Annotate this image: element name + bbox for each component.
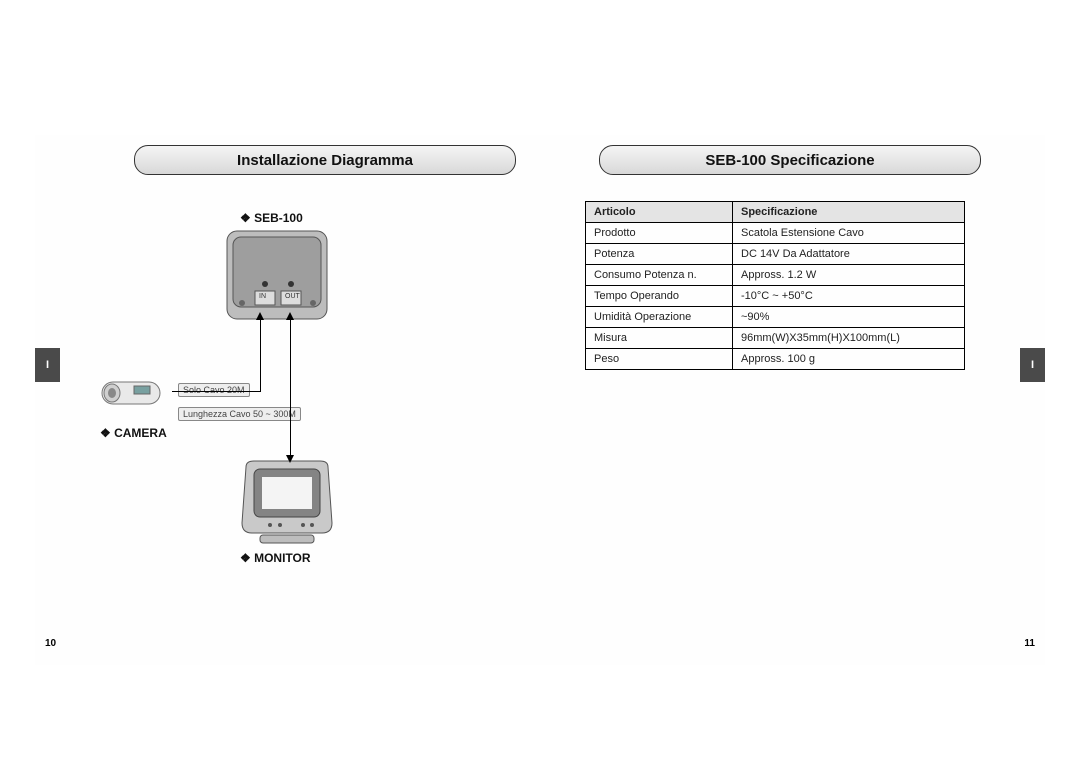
- left-page: Installazione Diagramma ❖ SEB-100 IN OUT: [110, 145, 540, 621]
- right-title-pill: SEB-100 Specificazione: [599, 145, 981, 175]
- cable-short-label: Solo Cavo 20M: [178, 383, 250, 397]
- header-articolo: Articolo: [586, 202, 733, 223]
- page-spread: I I Installazione Diagramma ❖ SEB-100 IN…: [35, 135, 1045, 665]
- seb100-device-icon: [225, 229, 335, 324]
- table-row: Consumo Potenza n.Appross. 1.2 W: [586, 265, 965, 286]
- monitor-icon: [240, 459, 340, 549]
- page-number-right: 11: [1024, 638, 1035, 649]
- label-seb100: ❖ SEB-100: [240, 211, 303, 225]
- table-header-row: Articolo Specificazione: [586, 202, 965, 223]
- page-number-left: 10: [45, 638, 56, 649]
- label-monitor: ❖ MONITOR: [240, 551, 311, 565]
- side-tab-right: I: [1020, 348, 1045, 382]
- table-row: Misura96mm(W)X35mm(H)X100mm(L): [586, 328, 965, 349]
- table-row: PotenzaDC 14V Da Adattatore: [586, 244, 965, 265]
- left-title-pill: Installazione Diagramma: [134, 145, 516, 175]
- side-tab-left: I: [35, 348, 60, 382]
- table-row: Umidità Operazione~90%: [586, 307, 965, 328]
- cable-long-label: Lunghezza Cavo 50 ~ 300M: [178, 407, 301, 421]
- port-out-label: OUT: [285, 293, 300, 300]
- header-spec: Specificazione: [733, 202, 965, 223]
- table-row: ProdottoScatola Estensione Cavo: [586, 223, 965, 244]
- spec-table: Articolo Specificazione ProdottoScatola …: [585, 201, 965, 370]
- label-camera: ❖ CAMERA: [100, 426, 167, 440]
- right-page: SEB-100 Specificazione Articolo Specific…: [575, 145, 1005, 370]
- camera-icon: [100, 376, 170, 411]
- table-row: PesoAppross. 100 g: [586, 349, 965, 370]
- table-row: Tempo Operando-10°C ~ +50°C: [586, 286, 965, 307]
- port-in-label: IN: [259, 293, 266, 300]
